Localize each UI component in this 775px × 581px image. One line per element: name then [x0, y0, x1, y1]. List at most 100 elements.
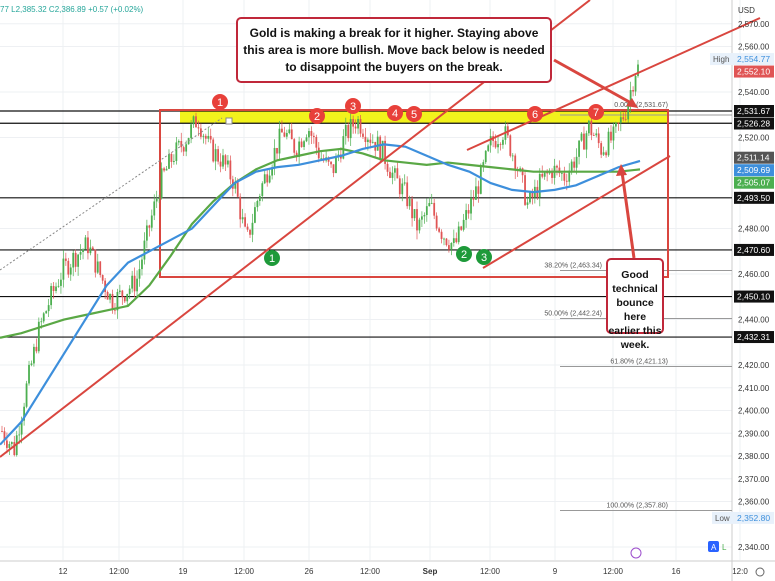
moving-average-200 — [0, 147, 641, 339]
time-tick-label: 26 — [305, 567, 314, 576]
candle-body — [229, 160, 232, 180]
candle-body — [276, 147, 278, 154]
candle-body — [568, 170, 571, 182]
candle-body — [87, 237, 89, 254]
candle-body — [403, 182, 406, 184]
candle-body — [465, 210, 468, 220]
candle-body — [308, 131, 310, 138]
candle-body — [317, 147, 320, 159]
high-tag-bg — [710, 53, 774, 66]
red-marker-label: 4 — [392, 108, 398, 120]
red-marker — [212, 94, 228, 110]
arrow-to-support — [620, 171, 636, 259]
red-marker-label: 2 — [314, 111, 320, 123]
candle-body — [575, 156, 578, 168]
candle-body — [6, 440, 8, 448]
candle-body — [180, 140, 183, 148]
candle-body — [148, 225, 151, 228]
red-marker-label: 6 — [532, 109, 538, 121]
candle-body — [472, 198, 475, 200]
candle-body — [55, 286, 57, 291]
candle-body — [560, 173, 563, 174]
candle-body — [10, 442, 13, 445]
candle-body — [315, 136, 318, 148]
candle-body — [489, 136, 492, 146]
candle-body — [254, 207, 256, 223]
candle-body — [470, 198, 472, 214]
candle-body — [629, 90, 632, 104]
candle-body — [190, 124, 192, 139]
red-marker — [309, 108, 325, 124]
candle-body — [484, 150, 487, 163]
candle-body — [440, 231, 443, 239]
candle-body — [583, 133, 585, 150]
price-tick-label: 2,370.00 — [738, 475, 770, 484]
time-tick-label: 12:0 — [732, 567, 748, 576]
candle-body — [418, 219, 421, 231]
price-tick-label: 2,420.00 — [738, 361, 770, 370]
candle-body — [18, 434, 21, 436]
currency-selector[interactable]: USD — [738, 6, 755, 15]
time-tick-label: 12:00 — [109, 567, 130, 576]
candle-body — [364, 136, 367, 143]
candle-body — [3, 431, 6, 441]
candle-body — [614, 122, 617, 127]
candle-body — [185, 144, 188, 152]
candle-body — [502, 139, 504, 145]
time-tick-label: 12:00 — [603, 567, 624, 576]
time-tick-label: 12:00 — [234, 567, 255, 576]
price-tag-bg — [734, 176, 774, 189]
candle-body — [204, 135, 207, 139]
candle-body — [354, 126, 357, 129]
price-tag: 2,505.07 — [737, 178, 770, 188]
price-tick-label: 2,390.00 — [738, 429, 770, 438]
candle-body — [212, 139, 215, 162]
candle-body — [168, 153, 170, 169]
candle-body — [33, 346, 35, 364]
candle-body — [239, 196, 242, 220]
candle-body — [94, 249, 97, 273]
candle-body — [531, 192, 534, 198]
level-price-tag: 2,470.60 — [737, 245, 770, 255]
candle-body — [263, 174, 266, 184]
candle-body — [376, 136, 379, 151]
arrow-head — [626, 98, 638, 108]
red-marker-label: 1 — [217, 97, 223, 109]
green-marker-label: 1 — [269, 253, 275, 265]
candle-body — [37, 321, 40, 352]
candle-body — [77, 254, 80, 267]
candle-body — [271, 167, 274, 176]
candle-body — [428, 203, 431, 207]
red-marker — [588, 104, 604, 120]
low-tag-bg — [712, 511, 774, 524]
price-tick-label: 2,440.00 — [738, 316, 770, 325]
candle-body — [558, 167, 561, 174]
candle-body — [448, 245, 450, 250]
candle-body — [617, 122, 620, 124]
candle-body — [425, 206, 428, 216]
candle-body — [416, 209, 418, 231]
candle-body — [344, 124, 347, 137]
candle-body — [131, 275, 134, 289]
candle-body — [445, 238, 448, 246]
red-marker — [345, 98, 361, 114]
candle-body — [288, 129, 291, 134]
candle-body — [207, 135, 210, 139]
candle-body — [222, 155, 224, 167]
settings-gear-icon[interactable] — [755, 567, 765, 577]
candle-body — [347, 124, 350, 139]
candle-body — [111, 293, 114, 310]
candle-body — [175, 142, 178, 161]
candle-body — [526, 202, 529, 205]
auto-scale-button[interactable] — [708, 541, 719, 552]
candle-body — [637, 64, 639, 76]
candle-body — [285, 133, 288, 137]
candle-body — [52, 286, 55, 291]
candle-body — [406, 182, 409, 207]
candle-body — [600, 143, 603, 155]
candle-body — [300, 141, 303, 148]
candle-body — [393, 168, 396, 173]
candle-body — [435, 215, 438, 229]
candle-body — [84, 237, 87, 250]
candle-body — [330, 161, 332, 165]
